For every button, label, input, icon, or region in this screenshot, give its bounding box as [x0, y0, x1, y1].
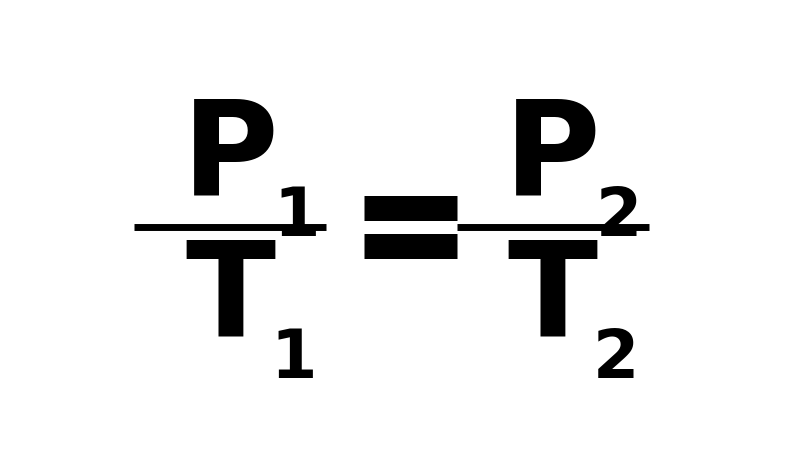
Text: T: T [185, 237, 275, 364]
Text: P: P [504, 94, 601, 221]
Text: P: P [182, 94, 278, 221]
Text: 2: 2 [593, 326, 639, 392]
Text: 1: 1 [270, 326, 317, 392]
Text: T: T [507, 237, 598, 364]
Text: 1: 1 [274, 184, 320, 250]
Text: 2: 2 [596, 184, 642, 250]
